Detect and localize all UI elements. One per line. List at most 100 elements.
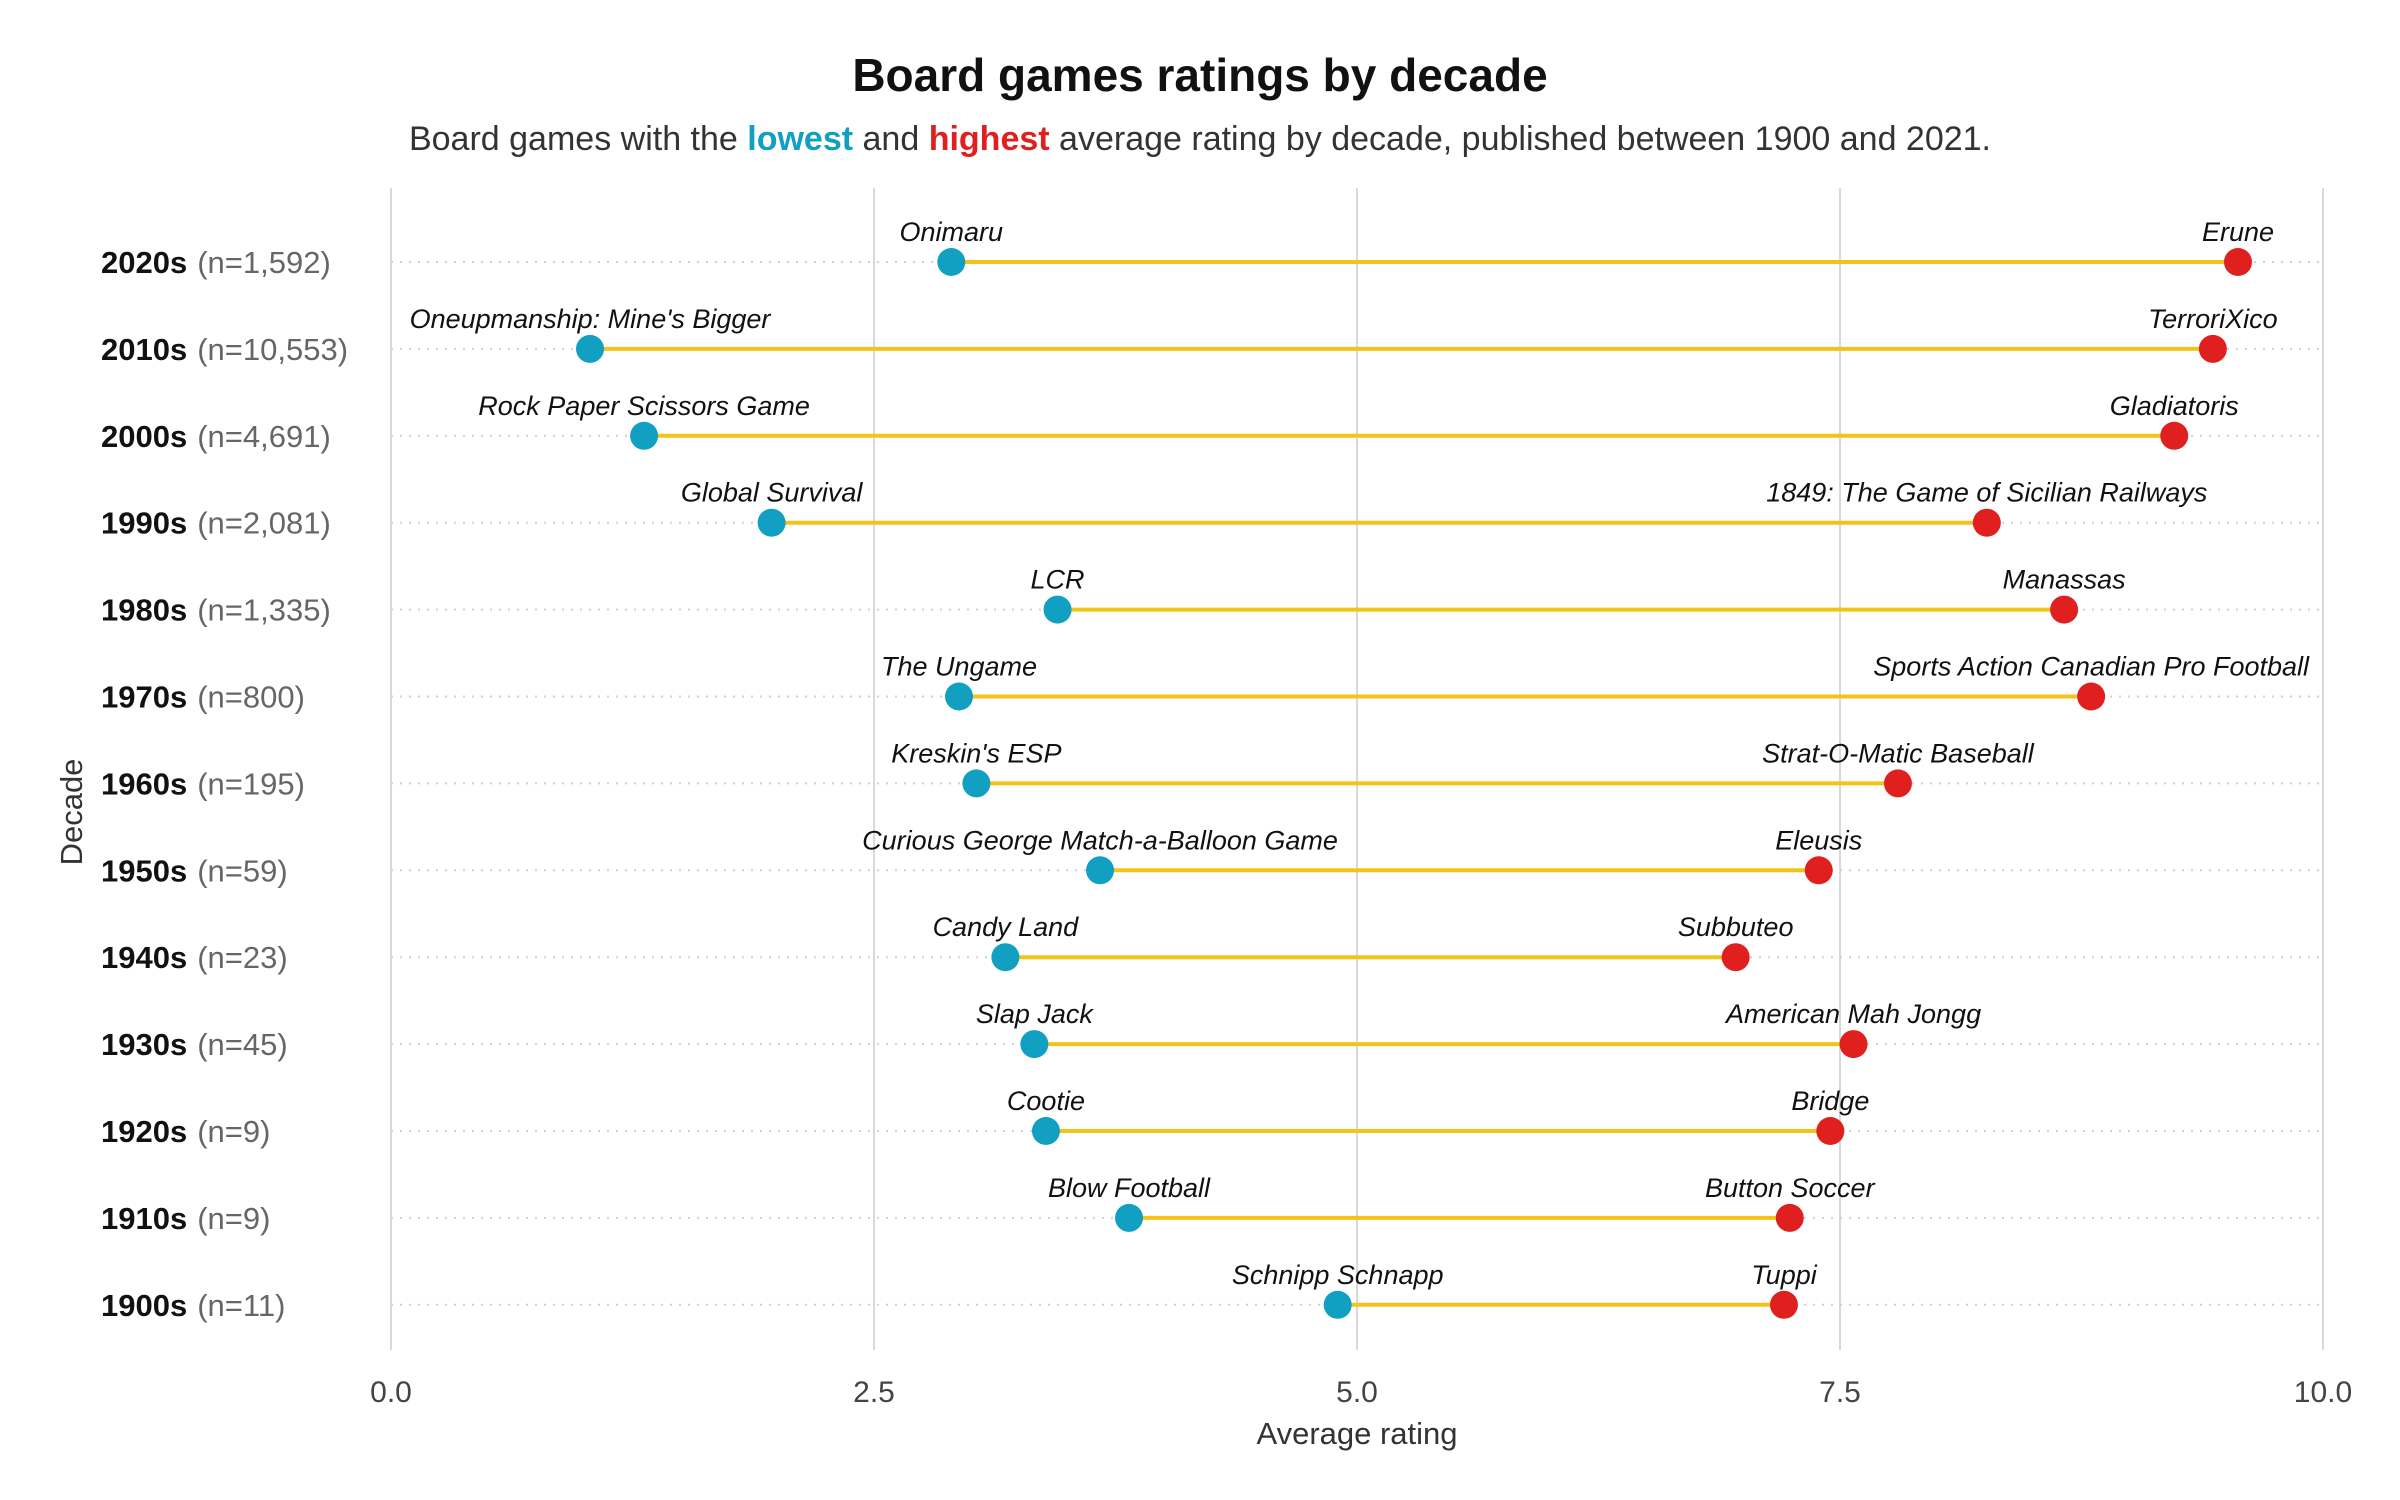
high-rating-point xyxy=(1883,769,1912,798)
low-game-label: Oneupmanship: Mine's Bigger xyxy=(410,304,772,334)
subtitle-part-middle: and xyxy=(853,120,929,158)
decade-name: 1920s xyxy=(101,1114,187,1149)
high-game-label: 1849: The Game of Sicilian Railways xyxy=(1766,478,2207,508)
low-rating-point xyxy=(757,508,786,537)
decade-name: 1930s xyxy=(101,1027,187,1062)
decade-name: 1970s xyxy=(101,680,187,715)
high-rating-point xyxy=(1769,1290,1798,1319)
decade-label: 2010s (n=10,553) xyxy=(101,332,348,367)
chart-title: Board games ratings by decade xyxy=(852,49,1548,101)
low-game-label: Candy Land xyxy=(933,912,1080,942)
decade-count: (n=9) xyxy=(197,1201,270,1236)
decade-label: 2020s (n=1,592) xyxy=(101,245,331,280)
high-game-label: TerroriXico xyxy=(2148,304,2278,334)
decade-label: 1900s (n=11) xyxy=(101,1288,285,1323)
decade-label: 1970s (n=800) xyxy=(101,680,305,715)
high-game-label: Tuppi xyxy=(1751,1260,1818,1290)
low-rating-point xyxy=(1020,1030,1049,1059)
vertical-gridlines xyxy=(390,188,2324,1350)
high-rating-point xyxy=(2160,421,2189,450)
decade-label: 1980s (n=1,335) xyxy=(101,593,331,628)
decade-count: (n=800) xyxy=(197,680,305,715)
high-game-label: Erune xyxy=(2202,217,2274,247)
decade-count: (n=195) xyxy=(197,766,305,801)
high-rating-point xyxy=(2050,595,2079,624)
low-rating-point xyxy=(962,769,991,798)
decade-name: 1910s xyxy=(101,1201,187,1236)
low-game-label: Kreskin's ESP xyxy=(891,738,1061,768)
low-rating-point xyxy=(1086,856,1115,885)
low-game-label: Schnipp Schnapp xyxy=(1232,1260,1444,1290)
x-axis-label: Average rating xyxy=(1256,1416,1457,1451)
low-rating-point xyxy=(937,248,966,276)
high-rating-point xyxy=(2198,334,2227,363)
low-rating-point xyxy=(1115,1203,1144,1232)
high-rating-point xyxy=(1816,1117,1845,1145)
decade-count: (n=1,335) xyxy=(197,593,331,628)
low-rating-point xyxy=(630,421,659,450)
y-axis-label: Decade xyxy=(54,759,89,866)
x-tick-label: 5.0 xyxy=(1336,1376,1378,1409)
range-segments xyxy=(589,260,2238,1307)
x-tick-label: 0.0 xyxy=(370,1376,412,1409)
decade-labels: 2020s (n=1,592) 2010s (n=10,553) 2000s (n=4,6… xyxy=(101,245,348,1323)
decade-label: 1920s (n=9) xyxy=(101,1114,270,1149)
decade-count: (n=10,553) xyxy=(197,332,348,367)
low-game-label: Rock Paper Scissors Game xyxy=(478,391,810,421)
rating-points xyxy=(575,248,2252,1319)
decade-label: 1930s (n=45) xyxy=(101,1027,288,1062)
decade-name: 2010s xyxy=(101,332,187,367)
low-game-label: Slap Jack xyxy=(976,999,1095,1029)
decade-name: 1980s xyxy=(101,593,187,628)
high-rating-point xyxy=(1804,856,1833,885)
decade-label: 2000s (n=4,691) xyxy=(101,419,331,454)
high-rating-point xyxy=(2223,248,2252,276)
chart-subtitle: Board games with the lowest and highest … xyxy=(0,120,2400,159)
low-rating-point xyxy=(1031,1117,1060,1145)
x-axis-ticks: 0.0 2.5 5.0 7.5 10.0 xyxy=(370,1376,2352,1409)
subtitle-lowest-highlight: lowest xyxy=(747,120,854,158)
high-rating-point xyxy=(1775,1203,1804,1232)
low-game-label: Cootie xyxy=(1007,1086,1085,1116)
decade-count: (n=2,081) xyxy=(197,506,331,541)
decade-count: (n=4,691) xyxy=(197,419,331,454)
decade-name: 2020s xyxy=(101,245,187,280)
decade-label: 1910s (n=9) xyxy=(101,1201,270,1236)
low-game-label: Global Survival xyxy=(681,478,864,508)
decade-name: 1990s xyxy=(101,506,187,541)
decade-label: 1940s (n=23) xyxy=(101,940,288,975)
x-tick-label: 10.0 xyxy=(2294,1376,2352,1409)
decade-label: 1990s (n=2,081) xyxy=(101,506,331,541)
low-game-label: The Ungame xyxy=(881,652,1037,682)
high-game-label: Strat-O-Matic Baseball xyxy=(1762,738,2035,768)
low-rating-point xyxy=(1323,1290,1352,1319)
decade-label: 1950s (n=59) xyxy=(101,853,288,888)
game-name-labels: Onimaru Erune Oneupmanship: Mine's Bigger T… xyxy=(410,217,2310,1290)
high-rating-point xyxy=(2077,682,2106,711)
high-rating-point xyxy=(1721,943,1750,972)
low-rating-point xyxy=(991,943,1020,972)
decade-name: 1940s xyxy=(101,940,187,975)
low-rating-point xyxy=(1043,595,1072,624)
high-game-label: American Mah Jongg xyxy=(1724,999,1981,1029)
high-rating-point xyxy=(1839,1030,1868,1059)
low-rating-point xyxy=(945,682,974,711)
x-tick-label: 7.5 xyxy=(1819,1376,1861,1409)
decade-count: (n=59) xyxy=(197,853,287,888)
low-game-label: LCR xyxy=(1031,565,1085,595)
low-game-label: Curious George Match-a-Balloon Game xyxy=(862,825,1338,855)
high-game-label: Sports Action Canadian Pro Football xyxy=(1873,652,2310,682)
low-game-label: Onimaru xyxy=(900,217,1004,247)
decade-count: (n=45) xyxy=(197,1027,287,1062)
decade-count: (n=1,592) xyxy=(197,245,331,280)
low-game-label: Blow Football xyxy=(1048,1173,1211,1203)
high-game-label: Gladiatoris xyxy=(2110,391,2239,421)
subtitle-part-before: Board games with the xyxy=(408,120,748,158)
decade-count: (n=23) xyxy=(197,940,287,975)
high-game-label: Eleusis xyxy=(1775,825,1862,855)
decade-name: 1900s xyxy=(101,1288,187,1323)
decade-name: 2000s xyxy=(101,419,187,454)
high-game-label: Manassas xyxy=(2003,565,2126,595)
subtitle-highest-highlight: highest xyxy=(928,120,1050,158)
